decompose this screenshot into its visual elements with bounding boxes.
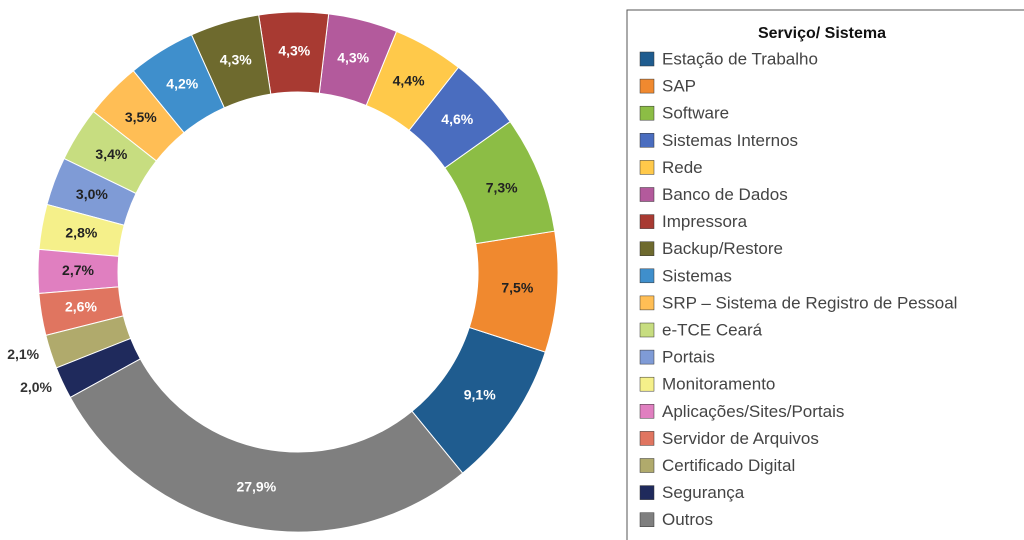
legend-swatch [639,295,655,311]
legend-label: Impressora [662,212,748,231]
legend-label: e-TCE Ceará [662,320,763,339]
legend-label: Aplicações/Sites/Portais [662,402,844,421]
donut-segment [365,30,460,132]
donut-segment [69,358,464,533]
donut-segment [46,157,137,226]
donut-segment [63,110,158,195]
value-label: 2,1% [7,346,39,362]
legend-swatch [639,160,655,175]
legend-swatch [639,404,655,419]
donut-segment [408,66,511,169]
donut-segment [55,337,142,399]
value-label: 3,4% [95,146,127,162]
legend-label: Certificado Digital [662,456,795,475]
donut-segment [92,70,185,162]
legend-label: Portais [662,348,715,367]
value-label: 4,3% [278,43,310,59]
legend-title: Serviço/ Sistema [758,25,886,42]
legend-swatch [639,214,655,229]
legend-label: Backup/Restore [662,239,783,258]
value-label: 3,0% [76,186,108,202]
legend-swatch [639,241,655,256]
legend-swatch [639,431,655,446]
value-label: 4,3% [337,50,369,66]
value-label: 27,9% [236,479,276,495]
legend-swatch [639,485,655,500]
value-label: 4,6% [441,111,473,127]
legend-swatch [639,349,655,365]
donut-segment [190,14,272,109]
legend-swatch [639,187,655,202]
legend-box [626,9,1024,540]
donut-segment [37,248,120,295]
legend-label: Sistemas Internos [662,131,798,150]
value-label: 3,5% [125,109,157,125]
legend-label: Banco de Dados [662,185,788,204]
donut-segment [444,120,556,245]
legend-swatch [639,105,655,121]
legend-swatch [639,512,655,527]
legend-label: Estação de Trabalho [662,49,818,68]
legend-label: Software [662,104,729,123]
donut-segment [132,34,225,134]
legend-label: Outros [662,510,713,529]
legend-swatch [639,268,655,284]
value-label: 2,6% [65,299,97,315]
legend-swatch [639,133,655,148]
value-label: 4,2% [166,76,198,92]
legend-label: SAP [662,77,696,96]
value-label: 2,7% [62,262,94,278]
legend-label: Sistemas [662,266,732,285]
legend-swatch [639,458,655,473]
value-label: 7,3% [486,180,518,196]
legend-swatch [639,78,655,94]
value-label: 9,1% [464,387,496,403]
legend-label: Servidor de Arquivos [662,429,819,448]
donut-segment [38,203,125,257]
legend-swatch [639,322,655,338]
legend-label: Segurança [662,483,745,502]
legend-swatch [639,376,655,392]
donut-segment [38,286,125,336]
legend-swatch [639,51,655,67]
value-label: 4,3% [220,52,252,68]
donut-segment [318,13,398,107]
donut-segment [258,11,330,95]
legend-label: Monitoramento [662,375,775,394]
value-label: 4,4% [393,73,425,89]
value-label: 2,8% [65,224,97,240]
legend-label: SRP – Sistema de Registro de Pessoal [662,293,957,312]
legend-label: Rede [662,158,703,177]
donut-segment [45,315,132,369]
donut-segment [468,230,559,353]
value-label: 2,0% [20,379,52,395]
value-label: 7,5% [501,280,533,296]
